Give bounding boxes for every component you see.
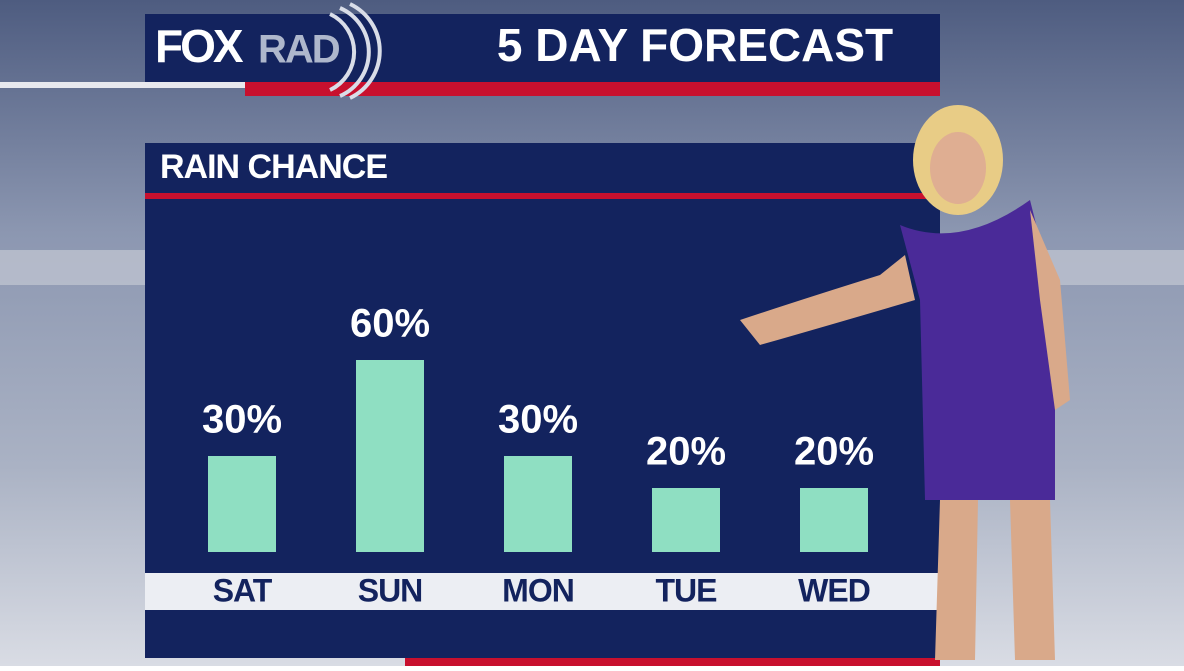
value-label: 20% <box>646 430 726 474</box>
logo-fox: FOX <box>155 20 244 72</box>
bar <box>800 488 868 552</box>
logo-rad: RAD <box>258 28 340 72</box>
panel <box>145 143 940 658</box>
category-label: MON <box>502 572 574 608</box>
header-stripe <box>245 82 940 96</box>
stripe <box>0 82 250 88</box>
category-label: TUE <box>656 572 718 608</box>
value-label: 30% <box>202 398 282 442</box>
header-title: 5 DAY FORECAST <box>497 19 893 71</box>
value-label: 60% <box>350 302 430 346</box>
category-label: SAT <box>213 572 273 608</box>
category-label: SUN <box>358 572 423 608</box>
panel-foot <box>405 658 940 666</box>
value-label: 20% <box>794 430 874 474</box>
presenter <box>740 105 1070 660</box>
bar <box>652 488 720 552</box>
category-band <box>145 573 940 610</box>
category-label: WED <box>798 572 870 608</box>
logo-arcs <box>329 2 382 100</box>
bar <box>208 456 276 552</box>
bar <box>504 456 572 552</box>
panel-stripe <box>145 193 940 199</box>
value-label: 30% <box>498 398 578 442</box>
bar <box>356 360 424 552</box>
header-bar <box>145 14 940 82</box>
chart-title: RAIN CHANCE <box>160 148 387 186</box>
